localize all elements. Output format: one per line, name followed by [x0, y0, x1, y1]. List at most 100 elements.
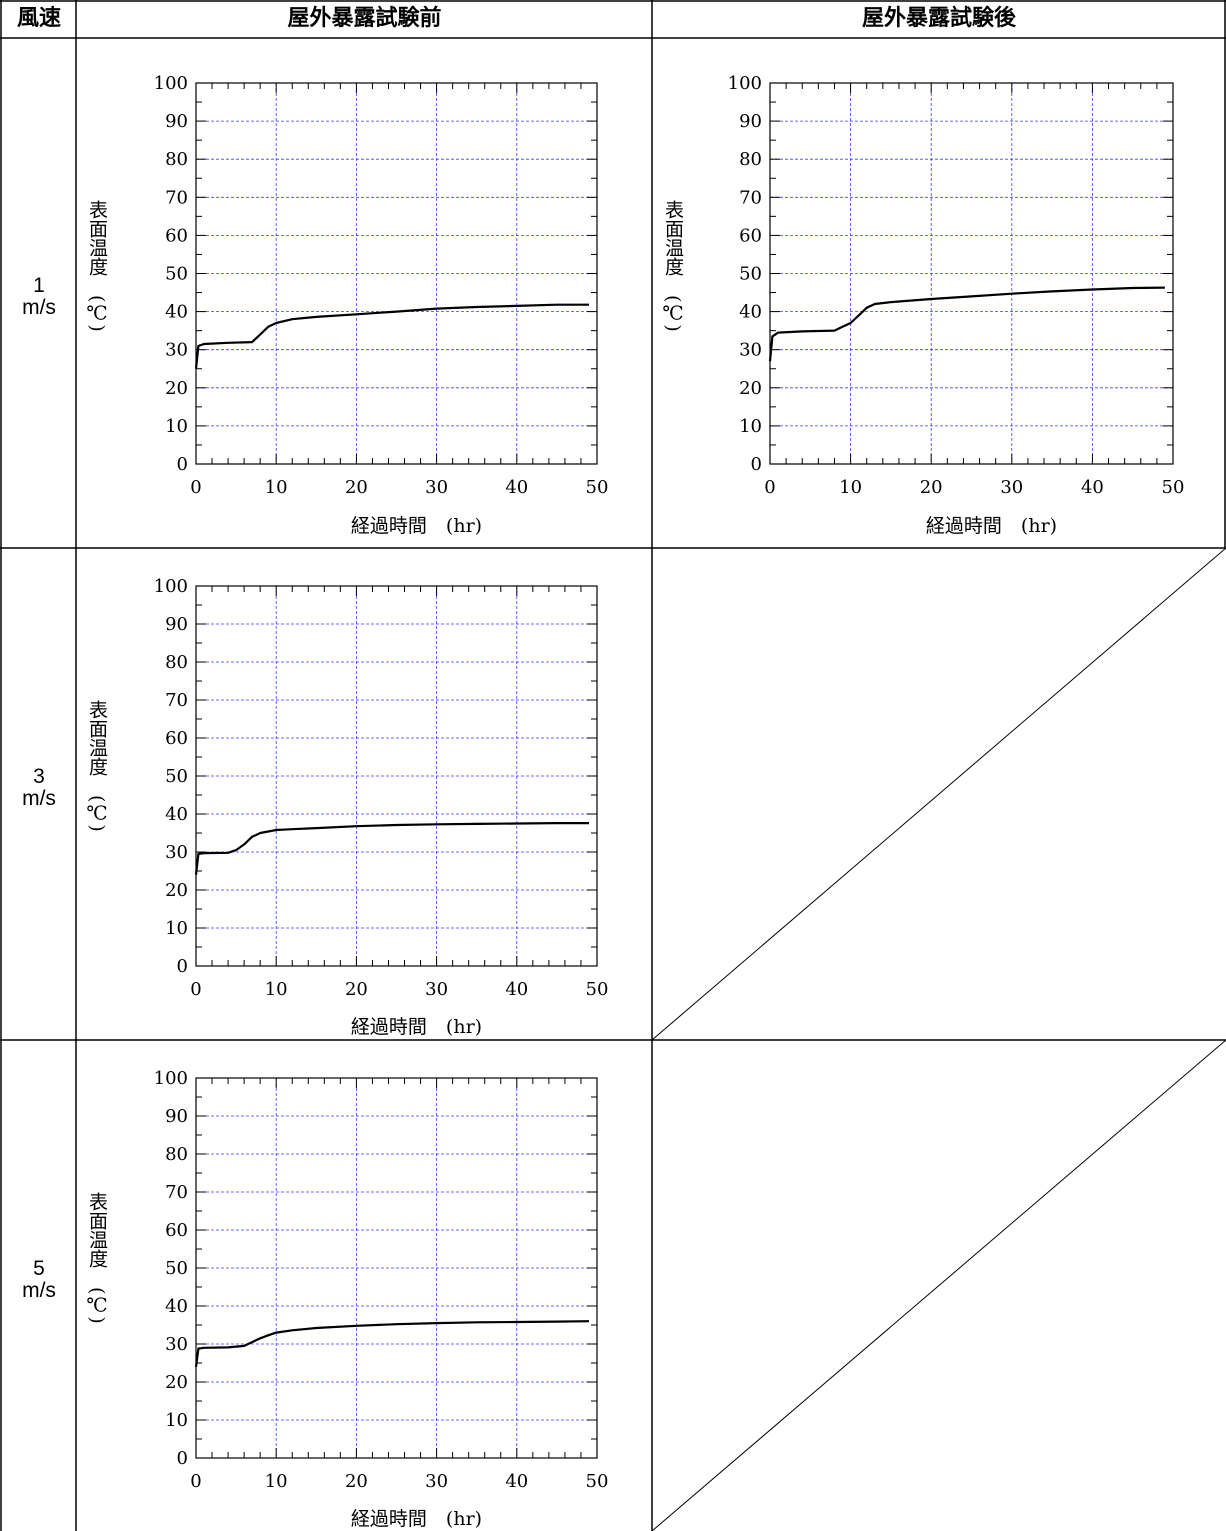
y-tick-label: 90 — [165, 614, 188, 635]
y-tick-label: 100 — [154, 73, 188, 94]
x-tick-label: 50 — [586, 979, 609, 1000]
x-tick-label: 20 — [345, 477, 368, 498]
speed-unit: m/s — [22, 787, 56, 811]
x-tick-label: 20 — [345, 979, 368, 1000]
speed-unit: m/s — [22, 296, 56, 320]
y-tick-label: 90 — [739, 111, 762, 132]
y-axis-label: 表面温度 (℃) — [86, 200, 108, 332]
y-tick-label: 20 — [165, 880, 188, 901]
plot-frame — [195, 585, 598, 967]
y-tick-label: 60 — [165, 225, 188, 246]
y-tick-label: 10 — [739, 416, 762, 437]
y-tick-label: 20 — [739, 378, 762, 399]
y-tick-label: 20 — [165, 1372, 188, 1393]
y-tick-label: 60 — [165, 728, 188, 749]
x-tick-label: 10 — [265, 979, 288, 1000]
header-speed: 風速 — [16, 6, 61, 31]
speed-label-5: 5 m/s — [4, 1257, 74, 1303]
x-tick-label: 40 — [505, 477, 528, 498]
y-tick-label: 60 — [165, 1220, 188, 1241]
x-axis-label: 経過時間 (hr) — [351, 1016, 482, 1038]
x-tick-label: 50 — [586, 477, 609, 498]
y-tick-label: 40 — [165, 804, 188, 825]
y-tick-label: 10 — [165, 416, 188, 437]
x-tick-label: 50 — [586, 1471, 609, 1492]
y-tick-label: 10 — [165, 918, 188, 939]
y-tick-label: 40 — [739, 302, 762, 323]
plot-frame — [195, 1077, 598, 1459]
speed-value: 5 — [33, 1257, 45, 1280]
empty-cell-diagonal — [651, 1039, 1226, 1531]
y-tick-label: 0 — [177, 454, 188, 475]
speed-unit: m/s — [22, 1279, 56, 1303]
empty-cell-diagonal — [651, 547, 1226, 1041]
y-tick-label: 0 — [751, 454, 762, 475]
header-before-test: 屋外暴露試験前 — [287, 6, 442, 31]
speed-value: 3 — [33, 765, 45, 788]
y-tick-label: 80 — [165, 149, 188, 170]
y-tick-label: 100 — [728, 73, 762, 94]
x-axis-label: 経過時間 (hr) — [351, 515, 482, 537]
y-tick-label: 90 — [165, 1106, 188, 1127]
y-tick-label: 40 — [165, 302, 188, 323]
x-tick-label: 0 — [764, 477, 775, 498]
speed-label-3: 3 m/s — [4, 765, 74, 811]
header-after-test: 屋外暴露試験後 — [861, 6, 1016, 31]
y-tick-label: 80 — [165, 652, 188, 673]
x-tick-label: 30 — [425, 979, 448, 1000]
y-tick-label: 50 — [739, 264, 762, 285]
y-tick-label: 70 — [165, 1182, 188, 1203]
y-tick-label: 100 — [154, 576, 188, 597]
chart-before-5ms: 0 10 20 30 40 50 60 70 80 90 100 0 10 20 30 40 50 経過時間 (h… — [86, 1068, 609, 1530]
x-tick-label: 40 — [505, 1471, 528, 1492]
x-tick-label: 40 — [1081, 477, 1104, 498]
x-tick-label: 30 — [425, 1471, 448, 1492]
y-tick-label: 40 — [165, 1296, 188, 1317]
y-tick-label: 50 — [165, 766, 188, 787]
y-tick-label: 10 — [165, 1410, 188, 1431]
series-line — [194, 303, 589, 369]
plot-frame — [195, 82, 598, 465]
x-tick-label: 10 — [265, 477, 288, 498]
y-axis-label: 表面温度 (℃) — [662, 200, 684, 332]
y-axis-label: 表面温度 (℃) — [86, 1192, 108, 1324]
chart-before-3ms: 0 10 20 30 40 50 60 70 80 90 100 0 10 20 30 40 50 経過時間 (h… — [86, 576, 609, 1038]
y-tick-label: 50 — [165, 1258, 188, 1279]
x-tick-label: 40 — [505, 979, 528, 1000]
x-tick-label: 30 — [1000, 477, 1023, 498]
y-tick-label: 30 — [165, 842, 188, 863]
y-tick-label: 50 — [165, 264, 188, 285]
x-tick-label: 10 — [839, 477, 862, 498]
x-tick-label: 0 — [190, 477, 201, 498]
x-tick-label: 10 — [265, 1471, 288, 1492]
y-tick-label: 100 — [154, 1068, 188, 1089]
x-tick-label: 30 — [425, 477, 448, 498]
y-tick-label: 0 — [177, 956, 188, 977]
y-tick-label: 70 — [165, 187, 188, 208]
y-axis-label: 表面温度 (℃) — [86, 700, 108, 832]
x-tick-label: 0 — [190, 1471, 201, 1492]
series-line — [194, 822, 589, 875]
y-tick-label: 0 — [177, 1448, 188, 1469]
x-axis-label: 経過時間 (hr) — [926, 515, 1057, 537]
y-tick-label: 90 — [165, 111, 188, 132]
y-tick-label: 30 — [165, 340, 188, 361]
x-tick-label: 50 — [1162, 477, 1185, 498]
speed-label-1: 1 m/s — [4, 274, 74, 320]
y-tick-label: 30 — [739, 340, 762, 361]
y-tick-label: 80 — [165, 1144, 188, 1165]
x-axis-label: 経過時間 (hr) — [351, 1508, 482, 1530]
y-tick-label: 80 — [739, 149, 762, 170]
x-tick-label: 0 — [190, 979, 201, 1000]
series-line — [194, 1320, 590, 1367]
y-tick-label: 70 — [165, 690, 188, 711]
chart-before-1ms: 0 10 20 30 40 50 60 70 80 90 100 0 10 20 30 40 50 経過時間 (h… — [86, 73, 609, 537]
plot-frame — [769, 82, 1174, 465]
x-tick-label: 20 — [920, 477, 943, 498]
speed-value: 1 — [33, 274, 45, 297]
y-tick-label: 70 — [739, 187, 762, 208]
series-line — [768, 286, 1165, 362]
y-tick-label: 20 — [165, 378, 188, 399]
chart-after-1ms: 0 10 20 30 40 50 60 70 80 90 100 0 10 20 30 40 50 経過時間 (h… — [662, 73, 1185, 537]
